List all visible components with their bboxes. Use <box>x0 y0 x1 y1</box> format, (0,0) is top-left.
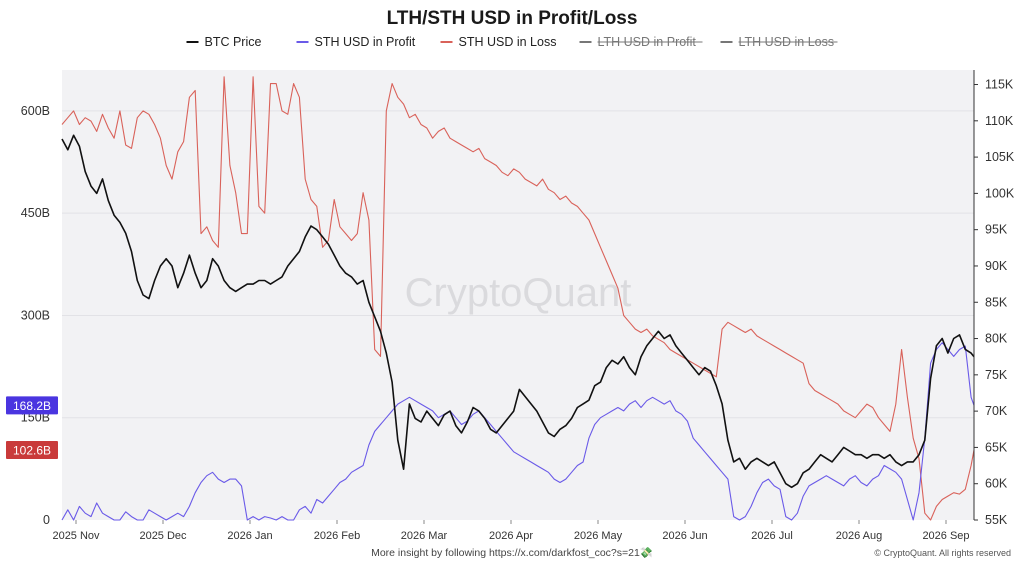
x-tick-label: 2026 Jun <box>662 530 707 542</box>
y-left-tick-label: 450B <box>21 206 50 220</box>
y-left-tick-label: 600B <box>21 104 50 118</box>
y-right-tick-label: 55K <box>985 513 1008 527</box>
x-tick-label: 2026 May <box>574 530 623 542</box>
x-tick-label: 2026 Aug <box>836 530 883 542</box>
y-right-tick-label: 65K <box>985 440 1008 454</box>
footer-text: More insight by following https://x.com/… <box>371 547 640 559</box>
legend-label: STH USD in Profit <box>315 35 416 49</box>
x-tick-label: 2026 Apr <box>489 530 533 542</box>
y-right-tick-label: 80K <box>985 332 1008 346</box>
footer-note: More insight by following https://x.com/… <box>371 546 653 559</box>
legend-item-lth-usd-in-loss[interactable]: LTH USD in Loss <box>720 35 838 49</box>
x-tick-label: 2026 Sep <box>922 530 969 542</box>
series-btc-price <box>61 134 975 489</box>
series-sth-usd-in-loss <box>61 76 975 521</box>
series-layer <box>61 76 975 521</box>
x-tick-label: 2026 Feb <box>314 530 360 542</box>
watermark: CryptoQuant <box>405 271 632 315</box>
legend-item-sth-usd-in-profit[interactable]: STH USD in Profit <box>296 35 416 49</box>
y-right-tick-label: 110K <box>985 114 1014 128</box>
x-tick-label: 2026 Jul <box>751 530 793 542</box>
legend-item-btc-price[interactable]: BTC Price <box>186 35 262 49</box>
chart-title: LTH/STH USD in Profit/Loss <box>387 8 638 29</box>
x-tick-label: 2025 Dec <box>139 530 187 542</box>
y-left-tick-label: 0 <box>43 513 50 527</box>
y-right-tick-label: 115K <box>985 78 1014 92</box>
y-right-tick-label: 100K <box>985 186 1015 200</box>
series-sth-usd-in-profit <box>61 342 975 521</box>
y-right-tick-label: 105K <box>985 150 1015 164</box>
legend-label: STH USD in Loss <box>459 35 557 49</box>
legend-item-sth-usd-in-loss[interactable]: STH USD in Loss <box>440 35 557 49</box>
y-right-tick-label: 70K <box>985 404 1008 418</box>
y-right-axis: 55K 60K 65K 70K 75K 80K 85K 90K 95K 100K 105K 110K 1… <box>974 78 1015 527</box>
x-axis: 2025 Nov 2025 Dec 2026 Jan 2026 Feb 2026 Mar… <box>52 520 970 542</box>
x-tick-label: 2026 Mar <box>401 530 448 542</box>
legend-label: BTC Price <box>205 35 262 49</box>
value-badge-label: 102.6B <box>13 444 51 458</box>
x-tick-label: 2026 Jan <box>227 530 272 542</box>
value-badge <box>6 441 58 460</box>
y-right-tick-label: 75K <box>985 368 1008 382</box>
y-right-tick-label: 60K <box>985 477 1008 491</box>
gridlines <box>62 110 974 419</box>
value-badge-label: 168.2B <box>13 399 51 413</box>
x-tick-label: 2025 Nov <box>52 530 100 542</box>
value-badge <box>6 396 58 415</box>
legend[interactable]: BTC Price STH USD in Profit STH USD in Los… <box>186 35 838 49</box>
y-right-tick-label: 95K <box>985 223 1008 237</box>
y-left-tick-label: 300B <box>21 308 50 322</box>
value-badges: 168.2B 102.6B <box>6 396 58 460</box>
legend-item-lth-usd-in-profit[interactable]: LTH USD in Profit <box>579 35 703 49</box>
plot-area <box>62 70 974 520</box>
y-right-tick-label: 90K <box>985 259 1008 273</box>
y-right-tick-label: 85K <box>985 295 1008 309</box>
copyright: © CryptoQuant. All rights reserved <box>874 548 1011 558</box>
money-emoji-icon: 💸 <box>640 546 653 559</box>
